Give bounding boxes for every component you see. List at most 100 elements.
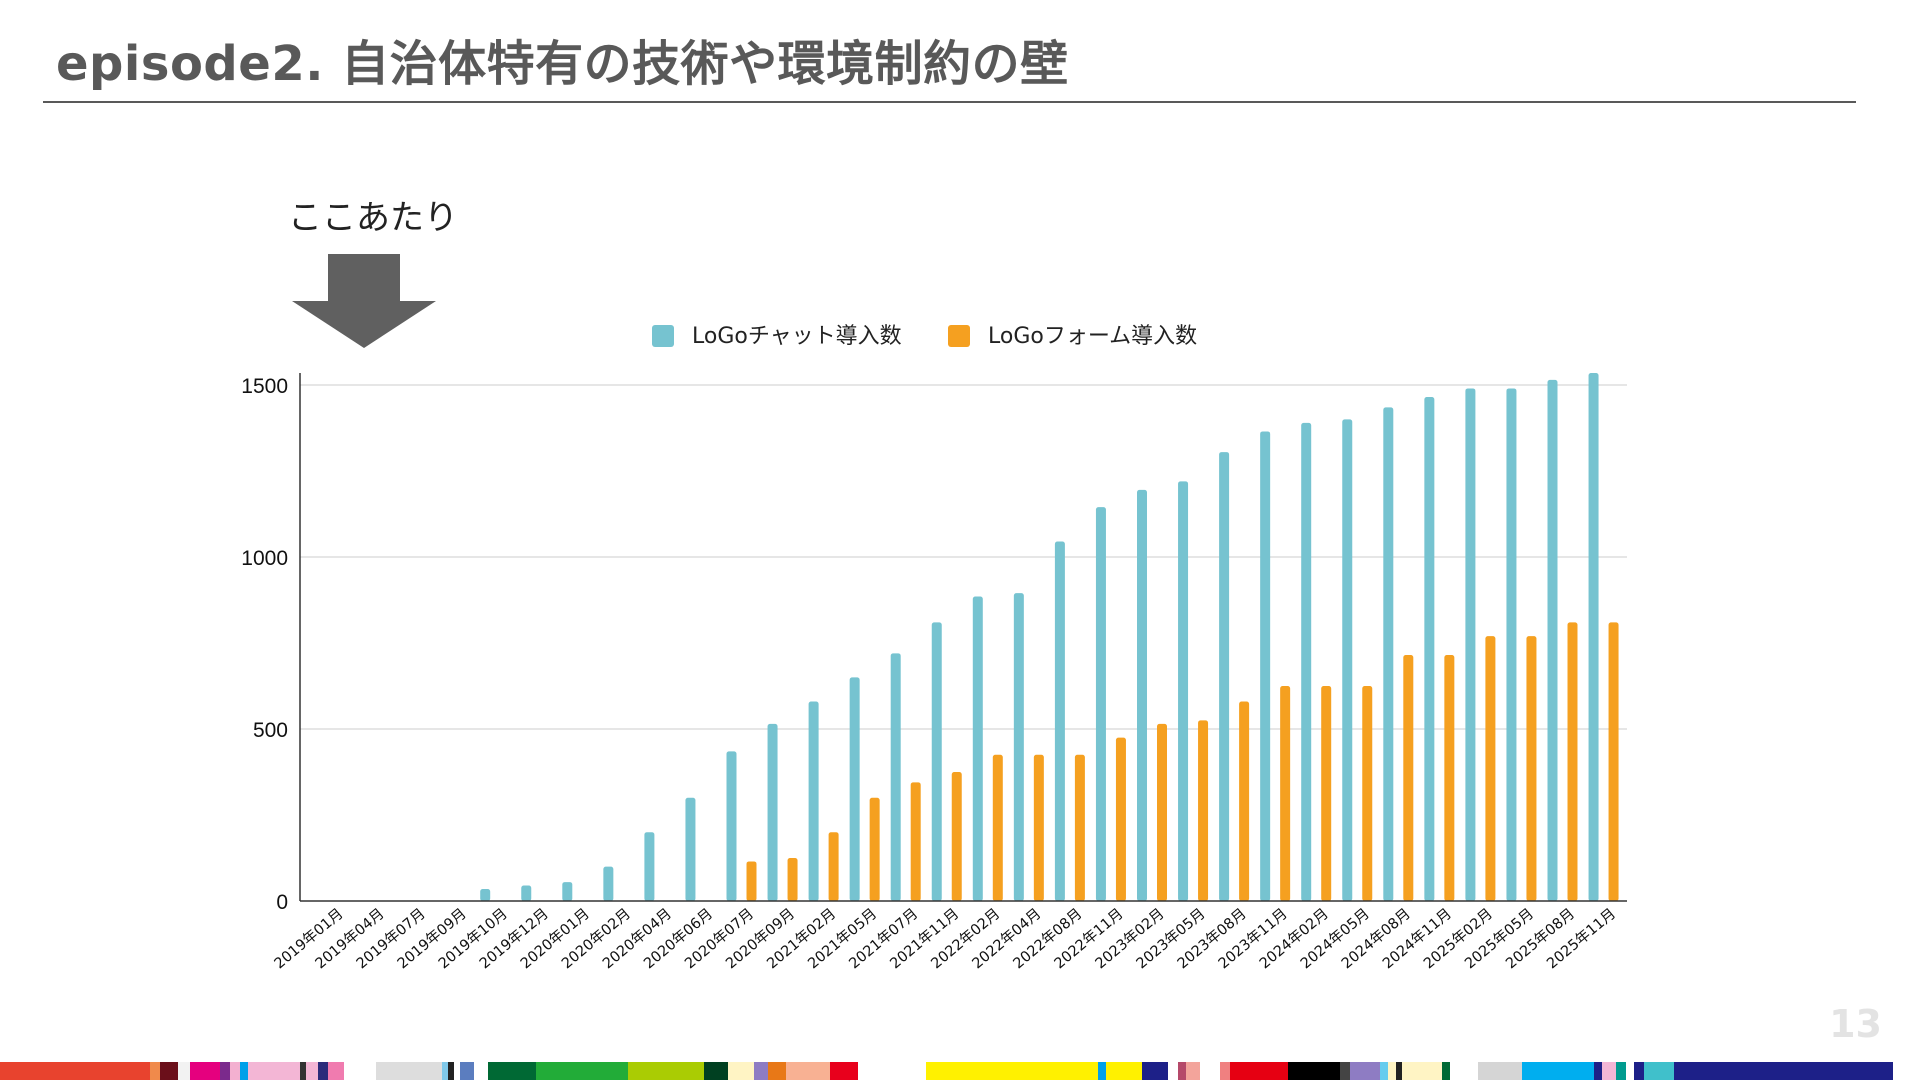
x-tick-label: 2025年11月 bbox=[1544, 905, 1620, 972]
strip-segment bbox=[1442, 1062, 1450, 1080]
callout-label: ここあたり bbox=[288, 198, 458, 238]
bar-form bbox=[1198, 720, 1209, 901]
strip-segment bbox=[1396, 1062, 1402, 1080]
strip-segment bbox=[1200, 1062, 1220, 1080]
strip-segment bbox=[1168, 1062, 1178, 1080]
strip-segment bbox=[300, 1062, 306, 1080]
x-tick-label: 2020年09月 bbox=[723, 905, 799, 972]
bar-chat bbox=[931, 622, 942, 901]
strip-segment bbox=[178, 1062, 190, 1080]
bar-chat bbox=[726, 751, 737, 901]
bar-chat bbox=[808, 701, 819, 901]
bar-form bbox=[1362, 686, 1373, 901]
bar-chat bbox=[1095, 507, 1106, 901]
x-tick-label: 2023年08月 bbox=[1174, 905, 1250, 972]
strip-segment bbox=[1626, 1062, 1634, 1080]
bar-chat bbox=[1013, 593, 1024, 901]
bar-form bbox=[1526, 636, 1537, 901]
strip-segment bbox=[926, 1062, 1098, 1080]
strip-segment bbox=[1450, 1062, 1478, 1080]
strip-segment bbox=[1388, 1062, 1396, 1080]
strip-segment bbox=[1288, 1062, 1340, 1080]
bar-form bbox=[992, 754, 1003, 901]
x-tick-label: 2024年02月 bbox=[1256, 905, 1332, 972]
bar-chat bbox=[603, 866, 614, 901]
bar-form bbox=[951, 772, 962, 901]
strip-segment bbox=[1674, 1062, 1893, 1080]
strip-segment bbox=[1602, 1062, 1616, 1080]
y-tick-label: 500 bbox=[253, 719, 288, 742]
bar-chat bbox=[1301, 422, 1312, 901]
bar-form bbox=[787, 858, 798, 901]
bar-form bbox=[1157, 723, 1167, 901]
strip-segment bbox=[704, 1062, 728, 1080]
strip-segment bbox=[488, 1062, 536, 1080]
strip-segment bbox=[1380, 1062, 1388, 1080]
bar-chat bbox=[890, 653, 901, 901]
bar-chat bbox=[972, 596, 983, 901]
legend-swatch-form bbox=[948, 325, 970, 347]
strip-segment bbox=[442, 1062, 448, 1080]
x-tick-label: 2022年11月 bbox=[1051, 905, 1127, 972]
x-tick-label: 2021年07月 bbox=[846, 905, 922, 972]
strip-segment bbox=[160, 1062, 178, 1080]
x-tick-label: 2022年08月 bbox=[1010, 905, 1086, 972]
strip-segment bbox=[448, 1062, 454, 1080]
x-tick-label: 2023年02月 bbox=[1092, 905, 1168, 972]
bar-chat bbox=[1383, 407, 1394, 901]
bar-chat bbox=[1588, 372, 1599, 902]
bar-form bbox=[746, 861, 757, 901]
slide-title: episode2. 自治体特有の技術や環境制約の壁 bbox=[56, 36, 1069, 92]
x-tick-label: 2021年05月 bbox=[805, 905, 881, 972]
bar-chat bbox=[644, 832, 655, 901]
strip-segment bbox=[328, 1062, 344, 1080]
strip-segment bbox=[220, 1062, 230, 1080]
strip-segment bbox=[150, 1062, 160, 1080]
x-tick-label: 2020年06月 bbox=[640, 905, 716, 972]
x-tick-label: 2025年05月 bbox=[1461, 905, 1537, 972]
bar-chat bbox=[1424, 397, 1435, 901]
x-tick-label: 2019年12月 bbox=[476, 905, 552, 972]
strip-segment bbox=[786, 1062, 830, 1080]
bar-form bbox=[1074, 754, 1085, 901]
bar-form bbox=[1567, 622, 1578, 901]
page-number: 13 bbox=[1829, 1002, 1882, 1046]
x-tick-label: 2023年05月 bbox=[1133, 905, 1209, 972]
x-tick-label: 2019年07月 bbox=[353, 905, 429, 972]
bar-chat bbox=[767, 723, 778, 901]
bar-form bbox=[1033, 754, 1044, 901]
down-arrow-icon bbox=[292, 254, 436, 348]
bar-chat bbox=[1054, 541, 1065, 901]
bar-form bbox=[1321, 686, 1332, 901]
chart-bars bbox=[480, 372, 1619, 902]
x-tick-label: 2021年02月 bbox=[764, 905, 840, 972]
bar-chat bbox=[521, 885, 532, 901]
y-tick-label: 1000 bbox=[241, 547, 288, 570]
strip-segment bbox=[190, 1062, 220, 1080]
x-tick-label: 2024年11月 bbox=[1379, 905, 1455, 972]
strip-segment bbox=[1098, 1062, 1106, 1080]
strip-segment bbox=[1106, 1062, 1142, 1080]
x-tick-label: 2020年01月 bbox=[517, 905, 593, 972]
bar-chat bbox=[1547, 379, 1558, 902]
title-divider bbox=[43, 101, 1856, 103]
bar-form bbox=[1239, 701, 1250, 901]
strip-segment bbox=[318, 1062, 328, 1080]
strip-segment bbox=[1522, 1062, 1594, 1080]
x-tick-label: 2024年08月 bbox=[1338, 905, 1414, 972]
strip-segment bbox=[0, 1062, 150, 1080]
strip-segment bbox=[628, 1062, 704, 1080]
strip-segment bbox=[240, 1062, 248, 1080]
legend-label-chat: LoGoチャット導入数 bbox=[692, 324, 902, 349]
chart-axes bbox=[299, 373, 1627, 902]
strip-segment bbox=[1340, 1062, 1350, 1080]
bar-form bbox=[1403, 655, 1414, 901]
bar-chat bbox=[1342, 419, 1353, 901]
strip-segment bbox=[460, 1062, 474, 1080]
strip-segment bbox=[306, 1062, 318, 1080]
x-tick-label: 2021年11月 bbox=[887, 905, 963, 972]
legend-label-form: LoGoフォーム導入数 bbox=[988, 324, 1197, 349]
x-tick-label: 2022年04月 bbox=[969, 905, 1045, 972]
legend-swatch-chat bbox=[652, 325, 674, 347]
